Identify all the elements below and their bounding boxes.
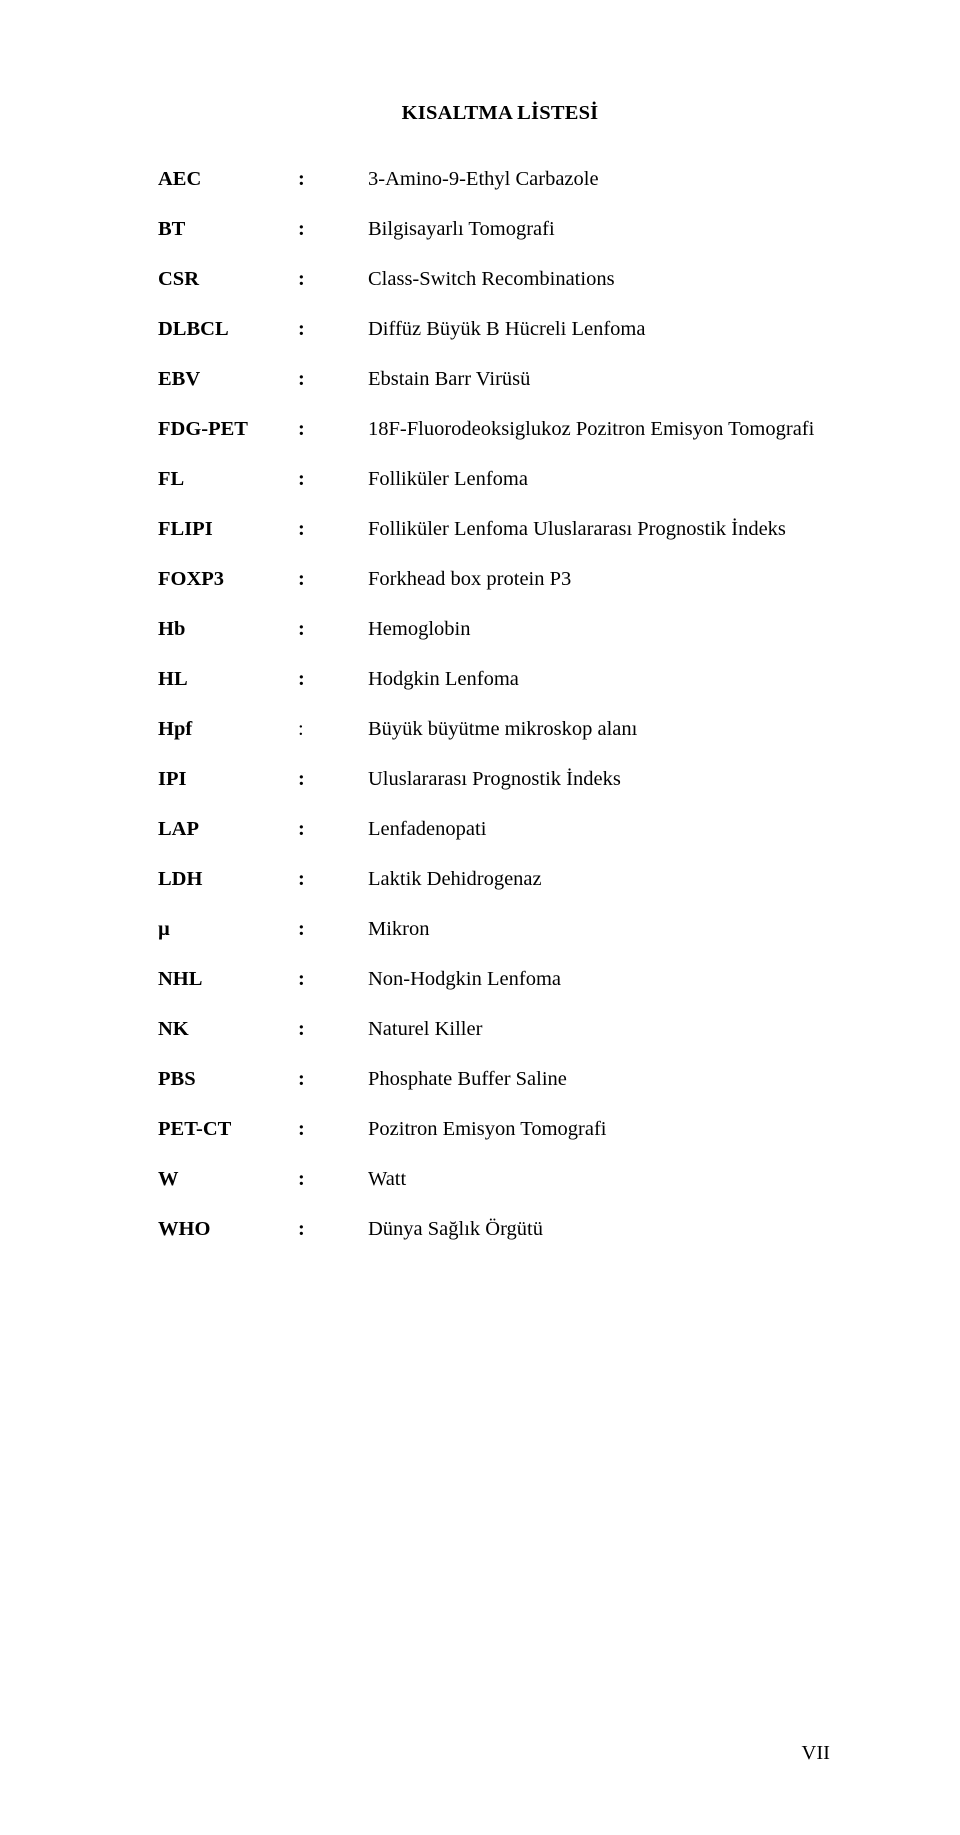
abbreviation-row: LDH:Laktik Dehidrogenaz xyxy=(158,869,842,890)
abbreviation-colon: : xyxy=(298,719,368,740)
page-title: KISALTMA LİSTESİ xyxy=(158,102,842,125)
abbreviation-term: Hb xyxy=(158,619,298,640)
abbreviation-definition: Uluslararası Prognostik İndeks xyxy=(368,769,842,790)
abbreviation-colon: : xyxy=(298,419,368,440)
abbreviation-definition: Dünya Sağlık Örgütü xyxy=(368,1219,842,1240)
abbreviation-term: IPI xyxy=(158,769,298,790)
abbreviation-colon: : xyxy=(298,969,368,990)
abbreviation-row: CSR:Class-Switch Recombinations xyxy=(158,269,842,290)
abbreviation-term: W xyxy=(158,1169,298,1190)
abbreviation-term: FOXP3 xyxy=(158,569,298,590)
abbreviation-definition: Folliküler Lenfoma Uluslararası Prognost… xyxy=(368,519,842,540)
abbreviation-definition: Diffüz Büyük B Hücreli Lenfoma xyxy=(368,319,842,340)
abbreviation-colon: : xyxy=(298,819,368,840)
abbreviation-definition: Bilgisayarlı Tomografi xyxy=(368,219,842,240)
abbreviation-colon: : xyxy=(298,169,368,190)
abbreviation-definition: Mikron xyxy=(368,919,842,940)
abbreviation-term: FL xyxy=(158,469,298,490)
abbreviation-row: IPI:Uluslararası Prognostik İndeks xyxy=(158,769,842,790)
abbreviation-definition: Forkhead box protein P3 xyxy=(368,569,842,590)
abbreviation-term: µ xyxy=(158,919,298,940)
abbreviation-definition: Class-Switch Recombinations xyxy=(368,269,842,290)
abbreviation-row: Hpf:Büyük büyütme mikroskop alanı xyxy=(158,719,842,740)
abbreviation-term: WHO xyxy=(158,1219,298,1240)
abbreviation-term: BT xyxy=(158,219,298,240)
abbreviation-row: Hb:Hemoglobin xyxy=(158,619,842,640)
abbreviation-row: FL:Folliküler Lenfoma xyxy=(158,469,842,490)
abbreviation-colon: : xyxy=(298,269,368,290)
abbreviation-colon: : xyxy=(298,669,368,690)
abbreviation-term: NK xyxy=(158,1019,298,1040)
abbreviation-colon: : xyxy=(298,1119,368,1140)
abbreviation-row: FDG-PET:18F-Fluorodeoksiglukoz Pozitron … xyxy=(158,419,842,440)
abbreviation-row: FOXP3:Forkhead box protein P3 xyxy=(158,569,842,590)
abbreviation-row: µ:Mikron xyxy=(158,919,842,940)
abbreviation-definition: Büyük büyütme mikroskop alanı xyxy=(368,719,842,740)
abbreviation-term: PBS xyxy=(158,1069,298,1090)
abbreviation-row: LAP:Lenfadenopati xyxy=(158,819,842,840)
abbreviation-colon: : xyxy=(298,619,368,640)
abbreviation-row: FLIPI:Folliküler Lenfoma Uluslararası Pr… xyxy=(158,519,842,540)
abbreviation-colon: : xyxy=(298,769,368,790)
abbreviation-term: LDH xyxy=(158,869,298,890)
abbreviation-row: BT:Bilgisayarlı Tomografi xyxy=(158,219,842,240)
abbreviation-colon: : xyxy=(298,219,368,240)
abbreviation-row: EBV:Ebstain Barr Virüsü xyxy=(158,369,842,390)
abbreviation-colon: : xyxy=(298,869,368,890)
abbreviation-colon: : xyxy=(298,469,368,490)
abbreviation-row: HL:Hodgkin Lenfoma xyxy=(158,669,842,690)
abbreviation-term: HL xyxy=(158,669,298,690)
abbreviation-definition: Phosphate Buffer Saline xyxy=(368,1069,842,1090)
abbreviation-list: AEC:3-Amino-9-Ethyl CarbazoleBT:Bilgisay… xyxy=(158,169,842,1269)
abbreviation-term: PET-CT xyxy=(158,1119,298,1140)
abbreviation-row: PET-CT:Pozitron Emisyon Tomografi xyxy=(158,1119,842,1140)
abbreviation-definition: Folliküler Lenfoma xyxy=(368,469,842,490)
abbreviation-row: PBS:Phosphate Buffer Saline xyxy=(158,1069,842,1090)
abbreviation-definition: Hodgkin Lenfoma xyxy=(368,669,842,690)
abbreviation-definition: Laktik Dehidrogenaz xyxy=(368,869,842,890)
page-number: VII xyxy=(802,1742,830,1765)
abbreviation-definition: Naturel Killer xyxy=(368,1019,842,1040)
abbreviation-row: AEC:3-Amino-9-Ethyl Carbazole xyxy=(158,169,842,190)
abbreviation-definition: Lenfadenopati xyxy=(368,819,842,840)
abbreviation-term: FLIPI xyxy=(158,519,298,540)
abbreviation-term: DLBCL xyxy=(158,319,298,340)
abbreviation-colon: : xyxy=(298,1019,368,1040)
abbreviation-definition: 3-Amino-9-Ethyl Carbazole xyxy=(368,169,842,190)
abbreviation-row: NK:Naturel Killer xyxy=(158,1019,842,1040)
abbreviation-colon: : xyxy=(298,369,368,390)
abbreviation-definition: 18F-Fluorodeoksiglukoz Pozitron Emisyon … xyxy=(368,419,842,440)
abbreviation-term: EBV xyxy=(158,369,298,390)
abbreviation-row: DLBCL:Diffüz Büyük B Hücreli Lenfoma xyxy=(158,319,842,340)
abbreviation-row: W:Watt xyxy=(158,1169,842,1190)
abbreviation-term: FDG-PET xyxy=(158,419,298,440)
abbreviation-term: Hpf xyxy=(158,719,298,740)
abbreviation-colon: : xyxy=(298,1069,368,1090)
abbreviation-definition: Pozitron Emisyon Tomografi xyxy=(368,1119,842,1140)
abbreviation-definition: Non-Hodgkin Lenfoma xyxy=(368,969,842,990)
abbreviation-definition: Ebstain Barr Virüsü xyxy=(368,369,842,390)
abbreviation-colon: : xyxy=(298,569,368,590)
abbreviation-colon: : xyxy=(298,1169,368,1190)
abbreviation-colon: : xyxy=(298,919,368,940)
abbreviation-term: NHL xyxy=(158,969,298,990)
abbreviation-term: AEC xyxy=(158,169,298,190)
abbreviation-term: LAP xyxy=(158,819,298,840)
document-page: KISALTMA LİSTESİ AEC:3-Amino-9-Ethyl Car… xyxy=(0,0,960,1835)
abbreviation-row: WHO:Dünya Sağlık Örgütü xyxy=(158,1219,842,1240)
abbreviation-term: CSR xyxy=(158,269,298,290)
abbreviation-colon: : xyxy=(298,1219,368,1240)
abbreviation-colon: : xyxy=(298,519,368,540)
abbreviation-colon: : xyxy=(298,319,368,340)
abbreviation-row: NHL:Non-Hodgkin Lenfoma xyxy=(158,969,842,990)
abbreviation-definition: Watt xyxy=(368,1169,842,1190)
abbreviation-definition: Hemoglobin xyxy=(368,619,842,640)
